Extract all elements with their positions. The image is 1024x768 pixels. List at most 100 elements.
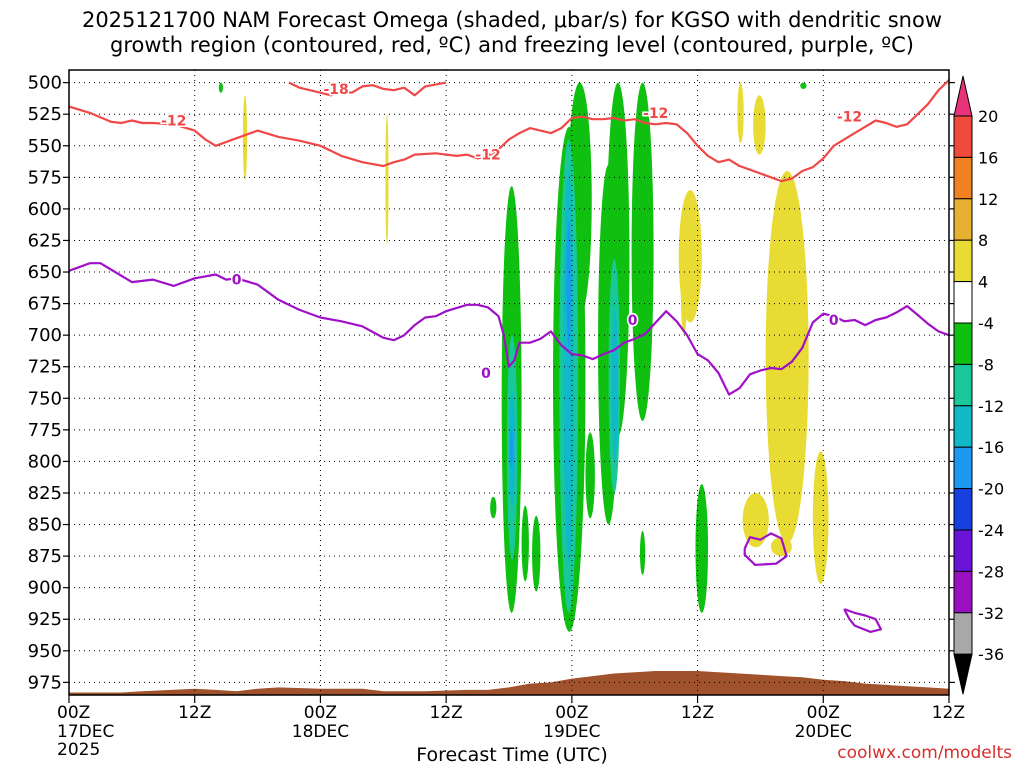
x-date-label: 18DEC [292,722,349,742]
y-tick-label: 525 [28,104,62,125]
omega-cell-6 [765,171,809,544]
y-tick-label: 750 [28,388,62,409]
x-tick-label: 12Z [932,703,965,723]
credit-text: coolwx.com/modelts [837,743,1012,763]
x-date-label: 17DEC [57,722,114,742]
omega-cell-9 [812,451,829,584]
freezing-label-0: 0 [232,273,242,289]
y-tick-label: 600 [28,199,62,220]
omega-cell-8 [742,492,769,548]
colorbar-label: -20 [978,480,1004,499]
y-tick-label: 925 [28,609,62,630]
colorbar-label: -24 [978,521,1004,540]
x-tick-label: 12Z [430,703,463,723]
x-tick-label: 00Z [555,703,588,723]
colorbar-label: -36 [978,645,1004,664]
grid-layer [68,70,950,695]
terrain-area [69,671,949,695]
freezing-level-line [68,262,950,396]
chart-subtitle: growth region (contoured, red, ºC) and f… [110,33,914,57]
omega-cell-7 [770,537,792,557]
colorbar-band-11 [953,570,973,614]
isotherm-minus18-line [288,81,447,97]
colorbar-top-arrow [953,75,973,117]
colorbar-band-4 [953,281,973,324]
isotherm-label-3: -12 [643,106,668,122]
colorbar-bottom-arrow [953,653,973,695]
omega-cell-4 [737,82,744,144]
y-tick-label: 900 [28,578,62,599]
x-tick-label: 00Z [304,703,337,723]
y-tick-label: 850 [28,515,62,536]
contour-layer: -18 -12 -12 -12 -12 0 0 0 0 [68,79,950,633]
isotherm-label-1: -12 [161,114,186,130]
freezing-label-1: 0 [481,366,491,382]
colorbar-band-10 [953,529,973,572]
omega-cell-21 [631,82,654,422]
y-tick-label: 950 [28,641,62,662]
omega-cell-11 [800,82,807,89]
omega-cell-22 [639,530,646,576]
colorbar-band-6 [953,363,973,407]
y-tick-label: 675 [28,294,62,315]
x-tick-label: 00Z [57,703,90,723]
colorbar-band-2 [953,198,973,241]
y-tick-label: 700 [28,325,62,346]
colorbar-label: 16 [978,148,998,167]
omega-cell-1 [385,114,389,245]
omega-shading-layer [218,82,829,632]
colorbar-label: -12 [978,397,1004,416]
colorbar-band-7 [953,405,973,448]
x-date-label: 20DEC [795,722,852,742]
y-tick-label: 875 [28,546,62,567]
colorbar-label: -32 [978,604,1004,623]
colorbar-label: -4 [978,314,994,333]
colorbar-label: 4 [978,273,988,292]
isotherm-label-2: -12 [475,148,500,164]
x-tick-label: 00Z [807,703,840,723]
isotherm-label-4: -12 [837,110,862,126]
omega-cell-10 [218,82,223,93]
plot-frame [68,69,950,696]
colorbar-band-5 [953,322,973,365]
y-tick-label: 550 [28,136,62,157]
isotherm-label-0: -18 [323,82,348,98]
colorbar-label: -16 [978,438,1004,457]
omega-cell-14 [521,505,529,582]
x-tick-label: 12Z [178,703,211,723]
freezing-level-loop-2 [843,608,882,633]
y-tick-label: 650 [28,262,62,283]
y-tick-label: 625 [28,230,62,251]
omega-cell-5 [753,95,766,155]
colorbar-label: -8 [978,355,994,374]
y-tick-label: 575 [28,167,62,188]
chart-title: 2025121700 NAM Forecast Omega (shaded, μ… [81,8,943,32]
colorbar: 20 16 12 8 4 -4 -8 -12 -16 -20 -24 -28 -32 -36 [953,75,1004,695]
omega-cell-0 [242,95,248,180]
colorbar-band-3 [953,239,973,283]
omega-cell-12 [490,496,497,519]
freezing-label-3: 0 [829,313,839,329]
x-tick-label: 12Z [681,703,714,723]
omega-cell-15 [532,515,541,592]
y-tick-label: 800 [28,451,62,472]
omega-cell-18 [585,432,595,519]
y-tick-label: 500 [28,73,62,94]
colorbar-band-9 [953,488,973,531]
colorbar-band-1 [953,156,973,200]
omega-cell-29 [611,309,618,462]
colorbar-band-8 [953,446,973,490]
colorbar-band-0 [953,115,973,158]
freezing-label-2: 0 [628,313,638,329]
omega-cell-30 [566,221,571,348]
isotherm-minus12-line [68,79,950,183]
colorbar-band-12 [953,612,973,655]
y-tick-label: 775 [28,420,62,441]
omega-cell-3 [680,246,688,336]
x-date-label: 19DEC [543,722,600,742]
y-tick-label: 975 [28,672,62,693]
x-axis-label: Forecast Time (UTC) [416,744,608,766]
colorbar-label: 12 [978,190,998,209]
omega-cell-28 [563,171,574,563]
